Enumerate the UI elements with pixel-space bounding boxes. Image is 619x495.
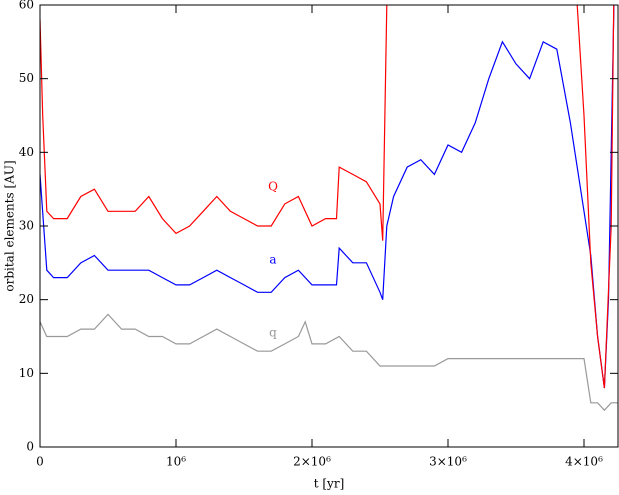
y-axis-label: orbital elements [AU] bbox=[3, 160, 17, 291]
series-label: a bbox=[269, 253, 276, 267]
y-tick-label: 0 bbox=[26, 440, 34, 454]
y-tick-label: 30 bbox=[19, 219, 34, 233]
series-line bbox=[40, 5, 615, 389]
x-axis-label: t [yr] bbox=[314, 477, 345, 491]
y-tick-label: 20 bbox=[19, 292, 34, 306]
series-label: Q bbox=[268, 180, 278, 194]
x-tick-label: 4×10⁶ bbox=[565, 455, 603, 469]
x-tick-label: 3×10⁶ bbox=[429, 455, 467, 469]
series-line bbox=[40, 313, 618, 412]
series-line bbox=[40, 5, 615, 389]
x-tick-label: 10⁶ bbox=[166, 455, 186, 469]
y-tick-label: 50 bbox=[19, 71, 34, 85]
y-tick-label: 10 bbox=[19, 366, 34, 380]
x-tick-label: 0 bbox=[36, 455, 44, 469]
y-tick-label: 40 bbox=[19, 145, 34, 159]
series-label: q bbox=[269, 326, 277, 340]
y-tick-label: 60 bbox=[19, 0, 34, 12]
plot-frame bbox=[39, 4, 619, 448]
x-tick-label: 2×10⁶ bbox=[293, 455, 331, 469]
plot-lines bbox=[40, 5, 618, 412]
